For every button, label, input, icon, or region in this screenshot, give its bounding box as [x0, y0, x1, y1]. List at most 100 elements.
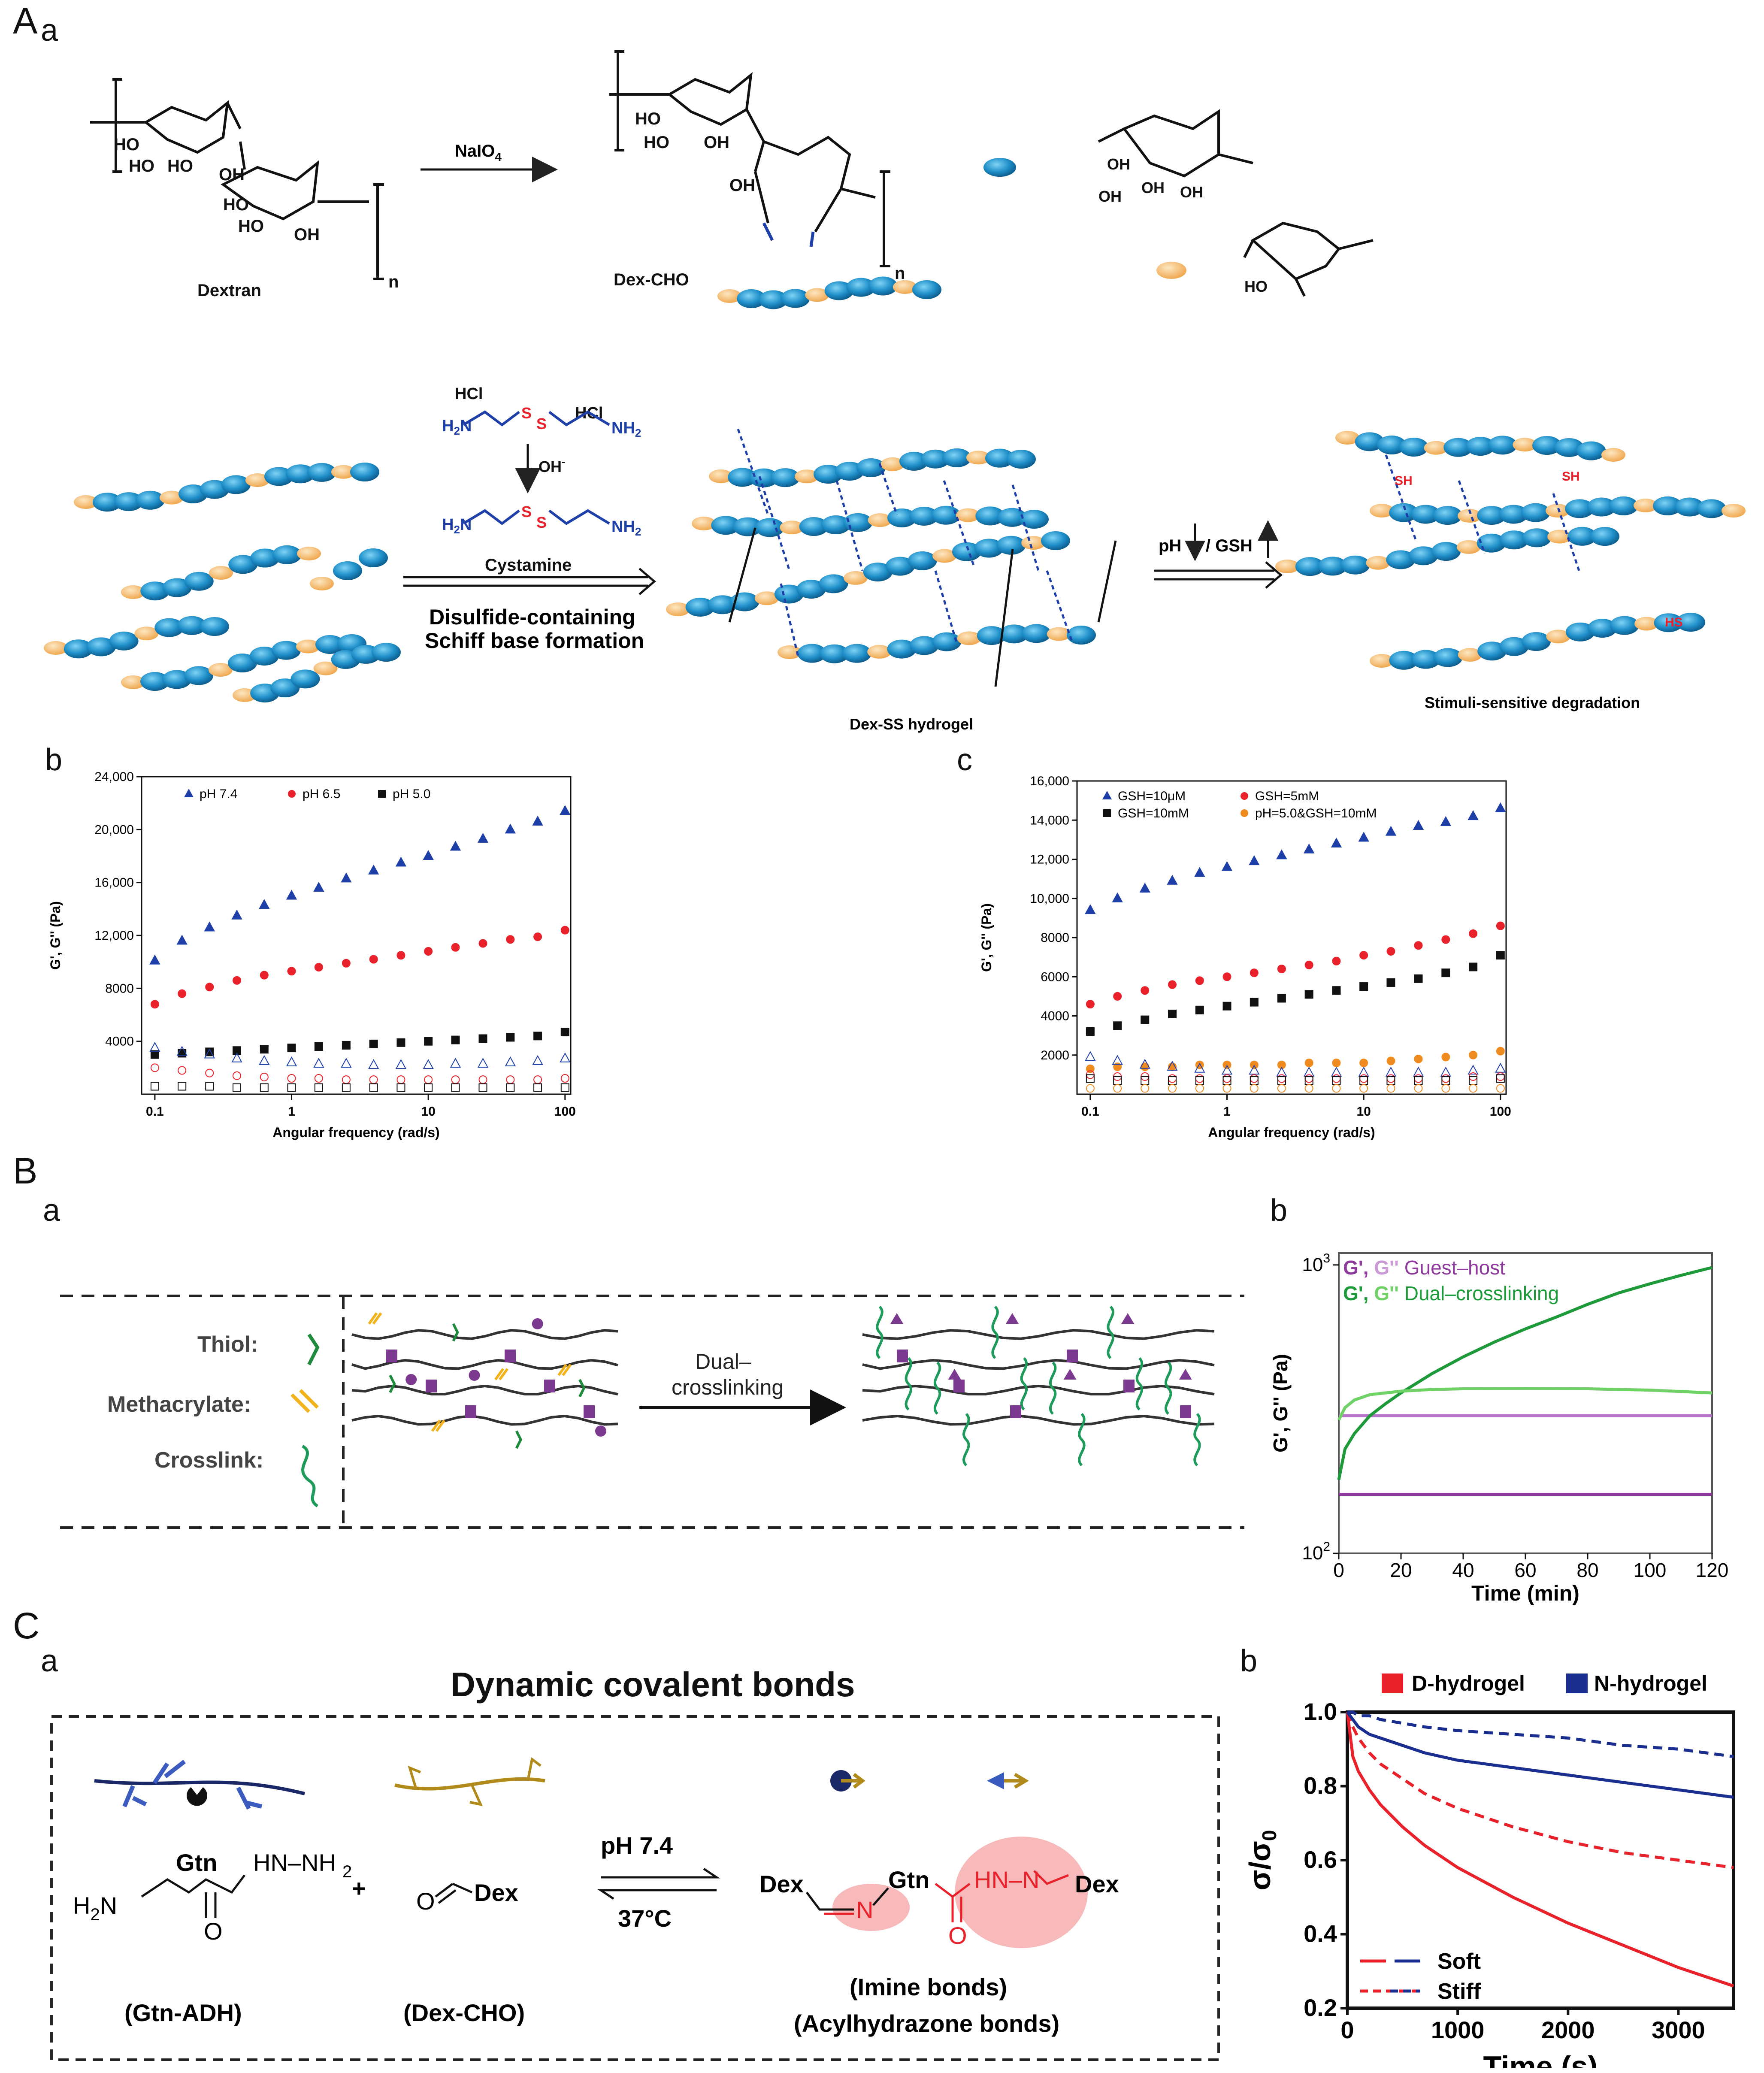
x-axis-label: Time (min)	[1471, 1581, 1579, 1605]
y-axis-label: G', G'' (Pa)	[979, 903, 994, 972]
n-label-dextran: n	[388, 272, 399, 291]
data-point	[259, 1055, 270, 1065]
data-point	[1359, 1084, 1368, 1093]
oxidized-unit	[245, 473, 269, 487]
oxidized-unit	[709, 469, 733, 483]
data-point	[1332, 986, 1341, 995]
data-point	[313, 1058, 324, 1068]
glucose-unit	[942, 448, 971, 467]
oxidized-unit	[209, 566, 233, 580]
glucose-unit	[999, 624, 1029, 644]
data-point	[233, 1046, 242, 1055]
data-point	[1250, 1076, 1259, 1085]
data-point	[287, 1074, 296, 1083]
data-point	[1141, 1084, 1150, 1093]
oxidized-unit	[1546, 629, 1570, 644]
host-guest-complex	[1063, 1369, 1077, 1380]
glucose-unit	[1477, 642, 1507, 661]
data-point	[1359, 1059, 1368, 1067]
data-point	[205, 1047, 214, 1056]
network-before	[351, 1312, 618, 1449]
y-tick-label: 16,000	[94, 876, 134, 890]
series-GSH=5mM	[1086, 921, 1505, 1009]
data-point	[260, 1072, 269, 1081]
data-point	[1414, 1076, 1423, 1085]
data-point	[1386, 1084, 1395, 1093]
data-point	[1277, 1060, 1286, 1069]
glucose-unit	[1554, 438, 1584, 457]
y-tick-label: 2000	[1041, 1048, 1069, 1062]
base-label: OH-	[539, 456, 565, 475]
glucose-unit	[1295, 557, 1325, 576]
data-point	[1222, 1074, 1231, 1083]
glucose-unit	[1499, 637, 1529, 656]
acylhydrazone-highlight	[955, 1837, 1088, 1948]
data-point	[260, 1045, 269, 1054]
imine-highlight	[832, 1884, 910, 1931]
data-point	[1467, 810, 1479, 820]
data-point	[1496, 1074, 1505, 1083]
data-point	[477, 1058, 489, 1068]
data-point	[1195, 1074, 1204, 1083]
chart-dual-crosslinking: 0 20 40 60 80 100 120 102 103 Time (min) G', G'' (…	[1270, 1251, 1728, 1605]
data-point	[150, 1063, 159, 1072]
y-tick-label: 10,000	[1030, 892, 1069, 906]
data-point	[369, 1039, 378, 1048]
series-pH 6.5	[150, 1063, 569, 1084]
glucose-unit	[228, 654, 257, 672]
network-after	[862, 1305, 1215, 1467]
acylhydrazone-bonds-label: (Acylhydrazone bonds)	[794, 2010, 1059, 2037]
glucose-unit	[140, 672, 169, 691]
data-point	[1195, 1060, 1204, 1069]
glucose-unit	[975, 506, 1005, 526]
data-point	[1249, 1065, 1260, 1075]
nh2-left: H2N	[442, 417, 472, 437]
data-point	[1331, 1066, 1342, 1077]
oxidized-unit	[1047, 627, 1071, 641]
glucose-unit	[846, 278, 876, 297]
y-tick-label: 0.6	[1304, 1846, 1337, 1873]
crosslink-chain	[1165, 1361, 1172, 1415]
data-point	[1304, 960, 1313, 969]
crosslink-chain	[1020, 1357, 1028, 1411]
x-tick-label: 1000	[1431, 2016, 1485, 2043]
methacrylate-group	[557, 1364, 572, 1376]
data-point	[1386, 947, 1395, 956]
series-line	[1346, 1712, 1734, 1988]
oxidized-unit	[1546, 504, 1570, 517]
host-moiety	[1123, 1380, 1135, 1392]
oxidized-unit	[134, 626, 159, 641]
glucose-unit	[136, 490, 165, 510]
glucose-unit	[885, 557, 915, 576]
x-tick-label: 20	[1390, 1559, 1412, 1581]
imine-n: N	[856, 1896, 873, 1923]
glucose-unit	[771, 468, 800, 487]
glucose-unit	[1433, 506, 1462, 525]
oxidized-unit	[209, 663, 233, 677]
glucose-unit	[1499, 530, 1529, 550]
oxidized-unit	[160, 490, 184, 505]
hydrazide-subscript: 2	[342, 1862, 352, 1881]
data-point	[1277, 994, 1286, 1003]
data-point	[1496, 951, 1505, 960]
crosslink-chain	[905, 1357, 912, 1411]
thiol-group	[578, 1379, 586, 1398]
glucose-unit	[1576, 441, 1606, 460]
data-point	[424, 947, 433, 956]
data-point	[1113, 1062, 1122, 1071]
data-point	[1469, 1084, 1478, 1093]
glucose-unit-icon	[983, 158, 1016, 177]
data-point	[1414, 941, 1423, 950]
oxidized-unit	[310, 577, 334, 590]
glucose-unit	[819, 574, 848, 593]
data-point	[478, 1034, 487, 1043]
legend-marker	[378, 790, 386, 798]
oh-label-2: OH	[294, 225, 320, 244]
glucose-unit	[350, 463, 379, 481]
data-point	[231, 1052, 242, 1062]
glucose-unit	[1567, 527, 1597, 546]
sulfur-4: S	[536, 514, 547, 531]
data-point	[1195, 976, 1204, 985]
oxidized-unit	[313, 661, 338, 675]
data-point	[204, 921, 215, 932]
